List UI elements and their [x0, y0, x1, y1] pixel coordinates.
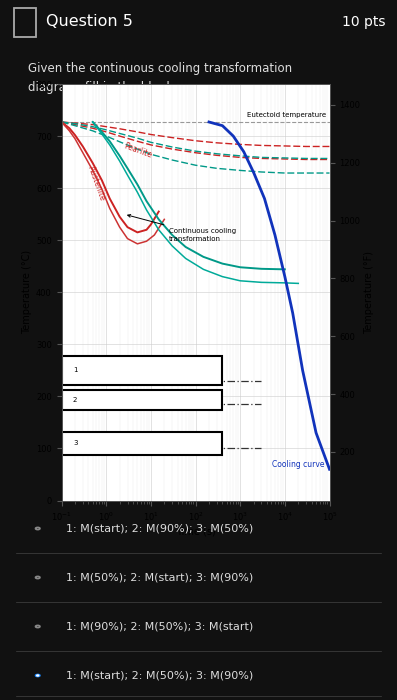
Text: 3: 3: [73, 440, 77, 446]
Y-axis label: Temperature (°C): Temperature (°C): [22, 250, 32, 335]
Bar: [62, 390, 222, 410]
Text: 1: 1: [73, 368, 77, 373]
Bar: [62, 432, 222, 455]
Bar: [62, 356, 222, 385]
X-axis label: Time (s): Time (s): [175, 527, 216, 537]
Text: 1: M(50%); 2: M(start); 3: M(90%): 1: M(50%); 2: M(start); 3: M(90%): [66, 573, 253, 582]
Text: Eutectoid temperature: Eutectoid temperature: [247, 112, 326, 118]
Text: 1: M(start); 2: M(50%); 3: M(90%): 1: M(start); 2: M(50%); 3: M(90%): [66, 671, 253, 680]
Text: Continuous cooling
transformation: Continuous cooling transformation: [128, 214, 236, 241]
Text: Given the continuous cooling transformation
diagram, fill in the blanks.: Given the continuous cooling transformat…: [28, 62, 292, 94]
Circle shape: [35, 674, 40, 677]
Text: 10 pts: 10 pts: [341, 15, 385, 29]
Text: 1: M(start); 2: M(90%); 3: M(50%): 1: M(start); 2: M(90%); 3: M(50%): [66, 524, 253, 533]
Text: Cooling curve: Cooling curve: [272, 460, 324, 468]
Text: 1: M(90%); 2: M(50%); 3: M(start): 1: M(90%); 2: M(50%); 3: M(start): [66, 622, 253, 631]
Text: Pearlite: Pearlite: [122, 141, 153, 160]
Circle shape: [37, 675, 39, 676]
Text: 2: 2: [73, 397, 77, 403]
Text: Austenite: Austenite: [86, 164, 107, 202]
Text: Question 5: Question 5: [46, 14, 133, 29]
Y-axis label: Temperature (°F): Temperature (°F): [364, 251, 374, 334]
